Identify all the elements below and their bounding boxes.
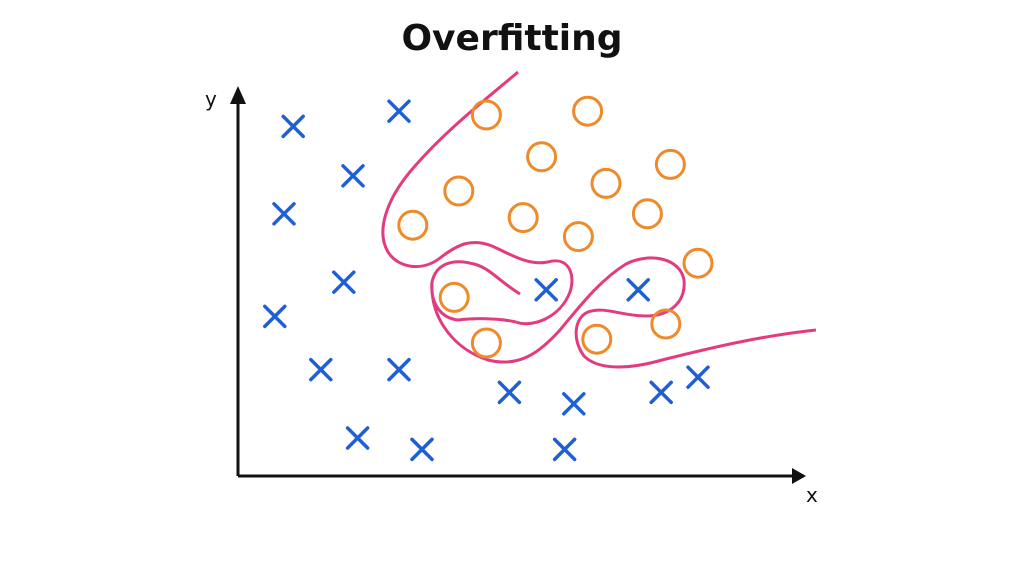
- circle-point: [562, 221, 594, 253]
- x-axis-arrow: [792, 468, 806, 484]
- cross-point: [387, 357, 411, 382]
- cross-point: [332, 270, 356, 294]
- cross-point: [497, 380, 522, 405]
- cross-point: [562, 392, 586, 416]
- circle-point: [397, 209, 429, 241]
- circle-point: [590, 167, 622, 199]
- cross-point: [626, 278, 650, 302]
- circle-point: [470, 327, 502, 359]
- cross-point: [281, 114, 305, 139]
- cross-point: [552, 437, 577, 462]
- circle-point: [438, 281, 470, 313]
- decision-boundary-main: [381, 70, 574, 326]
- cross-point: [686, 365, 710, 389]
- circle-point: [581, 323, 613, 355]
- circle-point: [507, 202, 539, 234]
- cross-point: [534, 278, 558, 302]
- cross-point: [341, 164, 365, 188]
- cross-point: [410, 437, 434, 462]
- cross-point: [345, 426, 370, 450]
- circle-point: [631, 198, 663, 230]
- cross-point: [387, 99, 411, 123]
- cross-point: [649, 380, 673, 405]
- circle-point: [526, 141, 558, 173]
- y-axis-arrow: [230, 86, 246, 104]
- circle-point: [470, 99, 502, 131]
- circle-point: [443, 175, 475, 207]
- decision-boundary-upper-loop: [430, 260, 521, 324]
- y-axis-label: y: [205, 87, 217, 111]
- circle-point: [654, 148, 686, 180]
- x-axis-label: x: [806, 483, 818, 507]
- cross-point: [272, 202, 296, 226]
- decision-boundary-lower-loop: [430, 256, 817, 369]
- cross-point: [263, 304, 287, 329]
- circle-point: [650, 308, 682, 340]
- points-layer: [263, 95, 714, 462]
- circle-point: [572, 95, 604, 127]
- circle-point: [682, 247, 714, 279]
- cross-point: [309, 357, 333, 382]
- diagram-title: Overfitting: [401, 18, 623, 59]
